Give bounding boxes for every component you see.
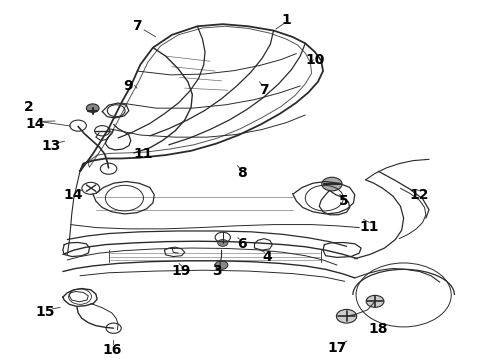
Text: 7: 7 — [259, 83, 269, 97]
Text: 3: 3 — [212, 265, 221, 279]
Text: 8: 8 — [237, 166, 246, 180]
Text: 4: 4 — [262, 249, 272, 264]
Text: 12: 12 — [410, 188, 429, 202]
Text: 2: 2 — [24, 100, 34, 114]
Circle shape — [366, 295, 384, 307]
Circle shape — [215, 261, 228, 269]
Text: 14: 14 — [26, 117, 46, 131]
Text: 14: 14 — [64, 188, 83, 202]
Text: 13: 13 — [42, 139, 61, 153]
Text: 15: 15 — [35, 305, 55, 319]
Circle shape — [86, 104, 99, 112]
Text: 16: 16 — [102, 343, 122, 357]
Text: 10: 10 — [305, 53, 324, 67]
Text: 1: 1 — [281, 13, 291, 27]
Text: 17: 17 — [327, 341, 347, 355]
Text: 6: 6 — [237, 237, 246, 251]
Text: 19: 19 — [172, 265, 191, 279]
Circle shape — [322, 177, 342, 191]
Text: 5: 5 — [339, 194, 348, 208]
Text: 7: 7 — [132, 19, 142, 33]
Text: 11: 11 — [359, 220, 378, 234]
Text: 9: 9 — [123, 79, 132, 93]
Text: 11: 11 — [134, 147, 153, 161]
Text: 18: 18 — [368, 322, 388, 336]
Circle shape — [336, 310, 357, 323]
Circle shape — [218, 239, 228, 246]
